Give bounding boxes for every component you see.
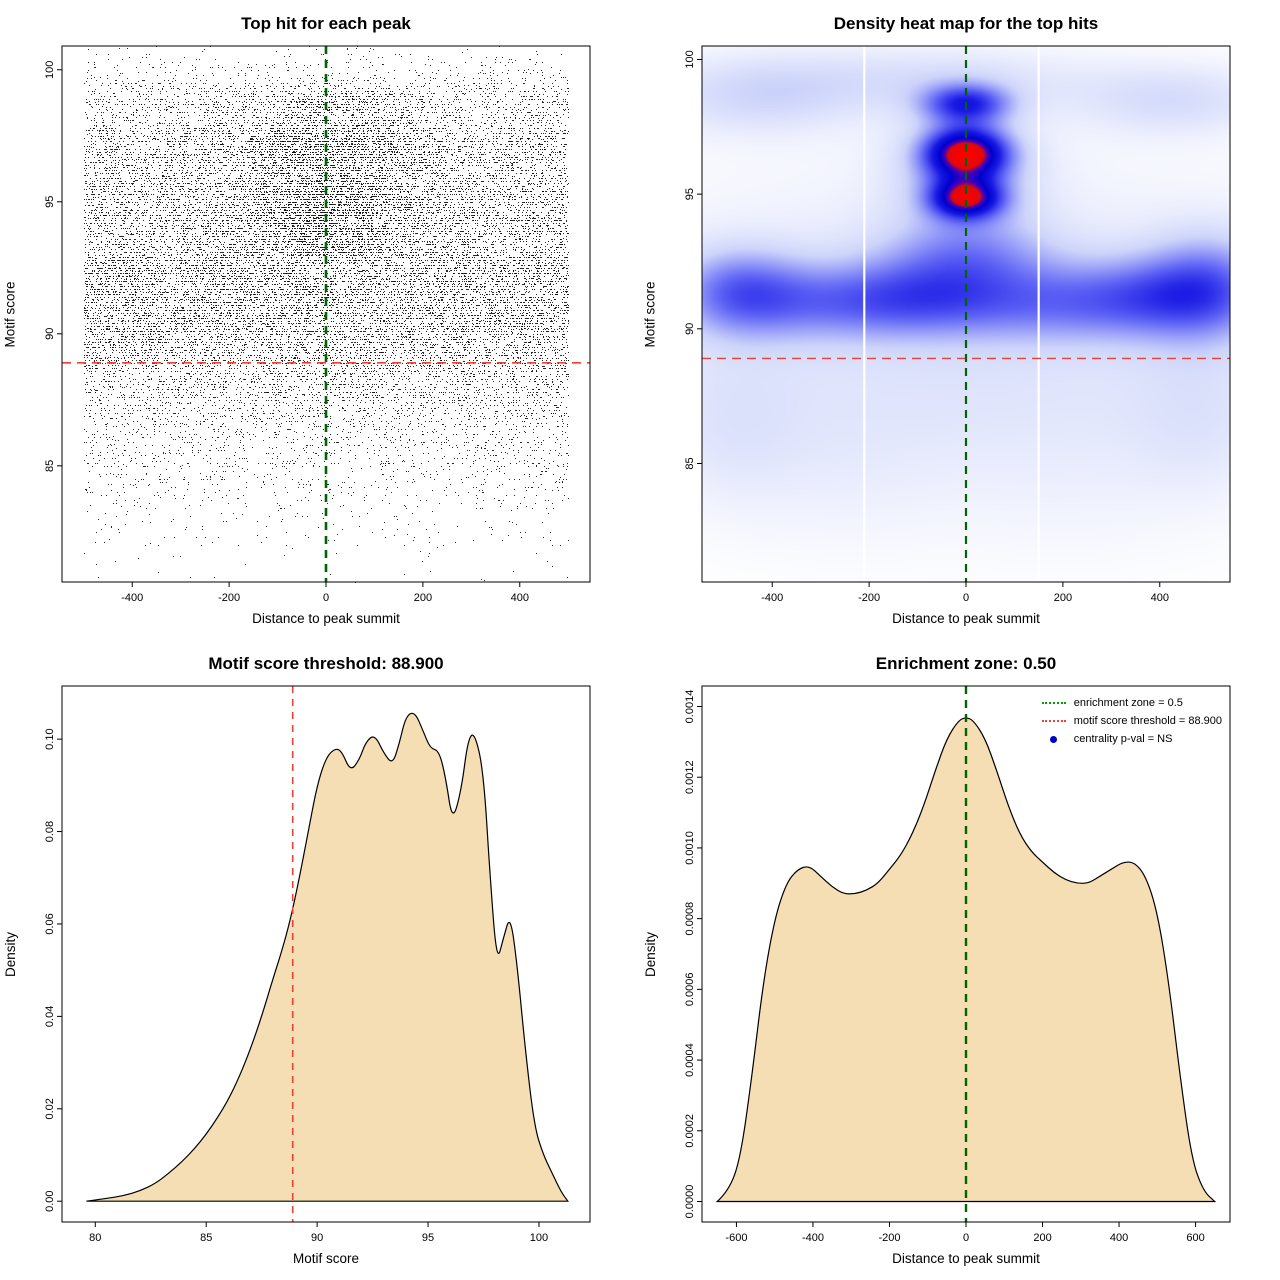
panel-title: Motif score threshold: 88.900 bbox=[208, 654, 444, 673]
y-axis-label-wrap: Density bbox=[0, 686, 20, 1222]
panel-motif-score-density: Motif score threshold: 88.900 Density Mo… bbox=[0, 640, 640, 1280]
x-axis-label: Distance to peak summit bbox=[892, 1251, 1040, 1266]
panel-title: Enrichment zone: 0.50 bbox=[875, 654, 1057, 673]
legend-label: enrichment zone = 0.5 bbox=[1073, 697, 1183, 709]
legend-icon-wrap bbox=[1042, 735, 1066, 743]
y-axis-label: Motif score bbox=[642, 280, 658, 348]
legend-label: centrality p-val = NS bbox=[1073, 733, 1173, 745]
y-axis-label-wrap: Motif score bbox=[640, 46, 660, 582]
legend-entry-score-threshold: motif score threshold = 88.900 bbox=[1041, 714, 1222, 728]
y-axis-label-wrap: Motif score bbox=[0, 46, 20, 582]
distance-density-canvas bbox=[640, 640, 1280, 1280]
score-density-canvas bbox=[0, 640, 640, 1280]
legend-entry-enrichment-zone: enrichment zone = 0.5 bbox=[1041, 696, 1222, 710]
plot-legend: enrichment zone = 0.5 motif score thresh… bbox=[1041, 696, 1222, 746]
enrichment-zone-line-icon bbox=[1041, 702, 1066, 704]
panel-top-hit-scatter: Top hit for each peak Motif score Distan… bbox=[0, 0, 640, 640]
centrality-point-icon bbox=[1050, 735, 1058, 743]
legend-icon-wrap bbox=[1041, 720, 1066, 722]
legend-label: motif score threshold = 88.900 bbox=[1073, 715, 1222, 727]
y-axis-label: Density bbox=[2, 931, 18, 977]
score-threshold-line-icon bbox=[1041, 720, 1066, 722]
x-axis-label: Distance to peak summit bbox=[252, 611, 400, 626]
legend-entry-centrality-pval: centrality p-val = NS bbox=[1042, 732, 1222, 746]
x-axis-label: Motif score bbox=[292, 1251, 360, 1266]
panel-enrichment-zone-density: Enrichment zone: 0.50 Density Distance t… bbox=[640, 640, 1280, 1280]
panel-density-heatmap: Density heat map for the top hits Motif … bbox=[640, 0, 1280, 640]
y-axis-label: Motif score bbox=[2, 280, 18, 348]
panel-title: Density heat map for the top hits bbox=[833, 14, 1099, 33]
y-axis-label: Density bbox=[642, 931, 658, 977]
heatmap-canvas bbox=[640, 0, 1280, 640]
x-axis-label: Distance to peak summit bbox=[892, 611, 1040, 626]
legend-icon-wrap bbox=[1041, 702, 1066, 704]
scatter-plot-canvas bbox=[0, 0, 640, 640]
y-axis-label-wrap: Density bbox=[640, 686, 660, 1222]
panel-title: Top hit for each peak bbox=[241, 14, 411, 33]
